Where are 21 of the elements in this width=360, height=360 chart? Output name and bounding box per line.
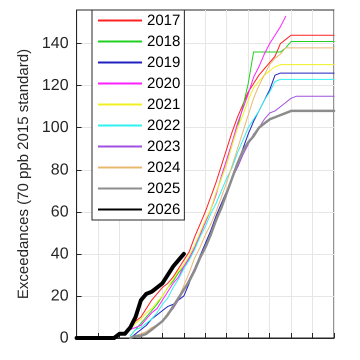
y-tick-label: 40 [50,245,69,262]
legend-label: 2021 [147,96,180,113]
legend-label: 2022 [147,117,180,134]
y-tick-label: 140 [42,35,69,52]
legend-label: 2019 [147,54,180,71]
legend-label: 2026 [147,201,180,218]
legend-label: 2017 [147,12,180,29]
legend-label: 2024 [147,159,180,176]
y-tick-label: 80 [50,161,69,178]
legend-label: 2025 [147,180,180,197]
legend-label: 2018 [147,33,180,50]
legend-label: 2020 [147,75,180,92]
y-tick-label: 120 [42,77,69,94]
y-tick-label: 0 [60,330,69,346]
y-tick-label: 60 [50,203,69,220]
legend-label: 2023 [147,138,180,155]
y-tick-label: 100 [42,119,69,136]
y-tick-label: 20 [50,287,69,304]
line-series [74,252,186,340]
line-series [130,16,286,330]
y-axis-title: Exceedances (70 ppb 2015 standard) [15,48,32,300]
